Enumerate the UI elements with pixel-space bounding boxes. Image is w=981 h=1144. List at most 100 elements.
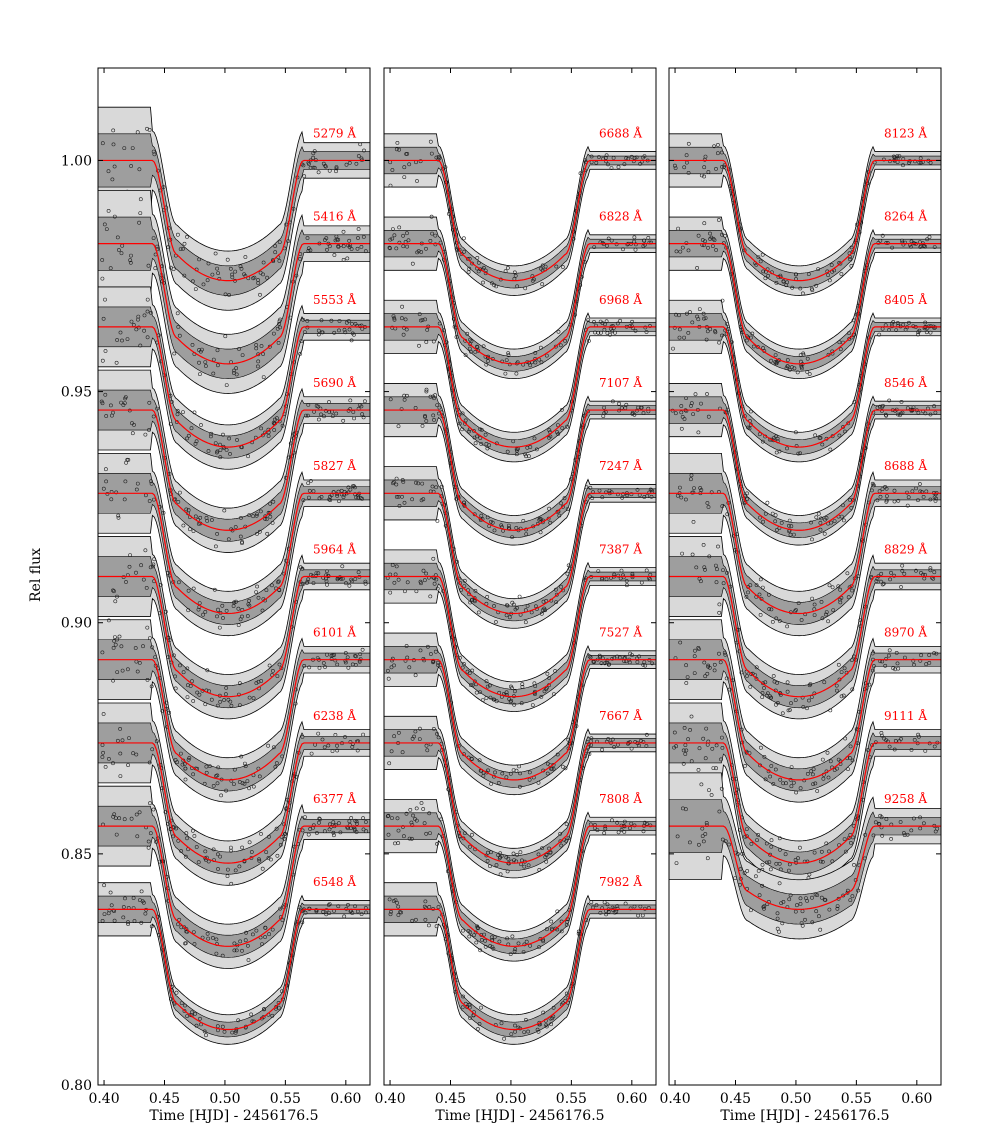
data-point [878,494,883,499]
data-point [563,338,568,343]
data-point [884,817,889,822]
data-point [705,501,710,505]
y-axis-label: Rel flux [28,548,44,602]
data-point [843,429,847,434]
data-point [611,155,616,160]
data-point [749,908,753,913]
data-point [247,603,252,608]
data-point [767,607,772,611]
data-point [394,482,399,487]
data-point [507,362,512,367]
data-point [385,814,390,819]
data-point [814,909,819,914]
x-tick-label: 0.45 [720,1091,751,1107]
data-point [719,786,724,791]
data-point [465,256,470,261]
model-line [98,659,370,781]
data-point [774,616,779,621]
data-point [437,405,442,410]
data-point [863,362,867,367]
data-point [604,319,609,324]
series-8405 [669,298,941,463]
confidence-band-outer [384,216,656,380]
data-point [483,432,488,437]
data-point [160,709,165,713]
data-point [642,820,647,825]
data-point [257,529,262,534]
data-point [616,573,621,578]
data-point [355,821,359,826]
data-point [222,698,227,702]
data-point [535,1027,540,1032]
data-point [849,245,854,250]
data-point [871,833,876,838]
data-point [633,740,638,744]
data-point [211,357,216,362]
data-point [624,579,629,583]
data-point [396,730,401,735]
data-point [648,577,652,582]
data-point [813,892,818,897]
data-point [215,1024,220,1029]
data-point [356,495,361,500]
data-points [391,476,655,625]
confidence-band-inner [669,556,941,709]
data-point [502,1036,507,1041]
data-point [810,895,814,900]
data-point [806,272,811,277]
data-point [415,250,420,255]
data-point [826,273,831,278]
data-point [392,580,397,585]
data-point [349,321,354,326]
model-line [98,243,370,365]
data-point [277,662,282,667]
data-point [720,333,724,338]
data-point [610,656,615,661]
data-point [123,479,128,484]
data-point [798,845,802,850]
data-point [888,577,893,582]
data-point [870,651,875,656]
model-line [384,575,656,698]
data-point [397,503,402,508]
data-point [922,244,926,249]
data-point [254,346,259,351]
data-point [702,660,707,665]
data-point [548,520,553,525]
data-point [646,235,651,240]
data-points [100,883,368,1038]
data-point [391,314,396,319]
data-point [923,320,928,325]
data-point [678,640,683,645]
data-point [100,650,105,655]
data-point [421,807,426,811]
data-point [820,442,825,447]
data-point [711,766,716,771]
data-point [511,439,516,444]
data-point [739,670,744,675]
data-point [760,439,765,444]
data-point [324,569,329,574]
model-line [669,492,941,615]
data-point [246,958,251,962]
data-point [640,913,645,918]
data-point [112,918,117,923]
data-point [402,165,407,170]
data-point [606,909,611,914]
data-point [103,297,107,302]
data-point [184,831,189,836]
data-point [291,206,296,211]
data-point [138,211,143,216]
data-point [681,761,686,766]
data-point [702,174,707,179]
data-point [354,495,359,500]
data-point [794,272,798,277]
data-point [410,918,415,923]
data-point [674,249,679,254]
data-point [775,436,780,441]
data-point [245,943,250,948]
data-point [274,1005,279,1009]
data-point [407,836,412,841]
series-6548 [98,882,370,1045]
confidence-band-inner [384,396,656,538]
